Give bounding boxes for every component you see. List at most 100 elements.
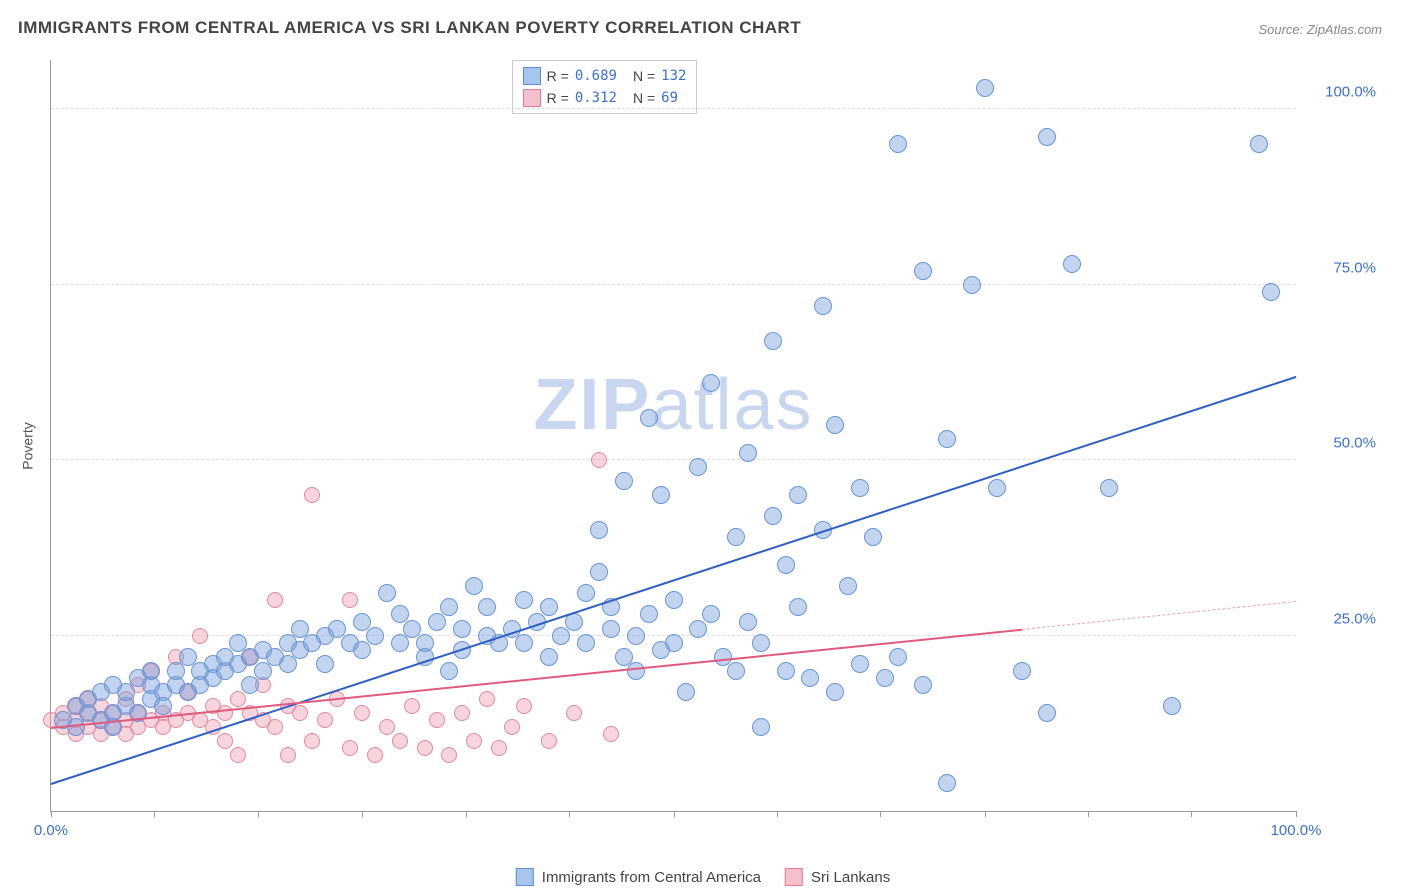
data-point [1013,662,1031,680]
data-point [938,774,956,792]
data-point [702,374,720,392]
n-value: 69 [661,87,678,109]
x-tick [51,811,52,817]
data-point [404,698,420,714]
x-tick-label: 0.0% [34,822,68,839]
data-point [1063,255,1081,273]
data-point [590,521,608,539]
legend-swatch [523,67,541,85]
data-point [876,669,894,687]
data-point [1100,479,1118,497]
data-point [540,648,558,666]
watermark: ZIPatlas [533,364,813,446]
data-point [566,705,582,721]
chart-container: ZIPatlas R =0.689N =132R =0.312N = 69 25… [50,60,1386,842]
regression-line [51,376,1297,785]
data-point [378,584,396,602]
r-label: R = [547,65,569,87]
source-attribution: Source: ZipAtlas.com [1258,22,1382,37]
y-tick-label: 100.0% [1306,84,1376,101]
data-point [826,683,844,701]
data-point [789,486,807,504]
plot-area: ZIPatlas R =0.689N =132R =0.312N = 69 25… [50,60,1296,812]
data-point [267,719,283,735]
data-point [292,705,308,721]
legend-label: Sri Lankans [811,869,890,886]
data-point [154,697,172,715]
data-point [466,733,482,749]
correlation-legend: R = 0.689 N = 132R =0.312N = 69 [512,60,698,114]
data-point [627,662,645,680]
data-point [279,655,297,673]
data-point [167,662,185,680]
data-point [230,691,246,707]
data-point [366,627,384,645]
data-point [603,726,619,742]
data-point [864,528,882,546]
data-point [280,747,296,763]
data-point [491,740,507,756]
n-value: 132 [661,65,686,87]
data-point [267,592,283,608]
x-tick [674,811,675,817]
data-point [440,662,458,680]
data-point [217,705,233,721]
data-point [963,276,981,294]
data-point [1250,135,1268,153]
data-point [914,262,932,280]
data-point [230,747,246,763]
gridline [51,459,1296,460]
data-point [665,634,683,652]
data-point [889,135,907,153]
data-point [391,634,409,652]
legend-stat-row: R =0.312N = 69 [523,87,687,109]
data-point [702,605,720,623]
data-point [627,627,645,645]
chart-title: IMMIGRANTS FROM CENTRAL AMERICA VS SRI L… [18,18,801,38]
legend-item: Sri Lankans [785,868,890,886]
x-tick [985,811,986,817]
data-point [801,669,819,687]
data-point [304,733,320,749]
watermark-zip: ZIP [533,365,651,445]
data-point [764,332,782,350]
data-point [552,627,570,645]
x-tick [1088,811,1089,817]
r-label: R = [547,87,569,109]
data-point [541,733,557,749]
data-point [316,655,334,673]
data-point [117,683,135,701]
data-point [1262,283,1280,301]
data-point [976,79,994,97]
data-point [577,584,595,602]
data-point [826,416,844,434]
data-point [1163,697,1181,715]
data-point [515,591,533,609]
data-point [652,486,670,504]
data-point [367,747,383,763]
x-tick-label: 100.0% [1271,822,1322,839]
data-point [764,507,782,525]
data-point [789,598,807,616]
legend-stat-row: R = 0.689 N = 132 [523,65,687,87]
data-point [689,620,707,638]
data-point [379,719,395,735]
x-tick [466,811,467,817]
data-point [241,676,259,694]
data-point [304,487,320,503]
gridline [51,108,1296,109]
data-point [938,430,956,448]
data-point [677,683,695,701]
n-label: N = [633,65,655,87]
data-point [590,563,608,581]
data-point [727,528,745,546]
data-point [889,648,907,666]
r-value: 0.689 [575,65,617,87]
data-point [479,691,495,707]
data-point [591,452,607,468]
data-point [739,444,757,462]
y-axis-label: Poverty [20,422,36,469]
data-point [839,577,857,595]
data-point [914,676,932,694]
legend-label: Immigrants from Central America [542,869,761,886]
